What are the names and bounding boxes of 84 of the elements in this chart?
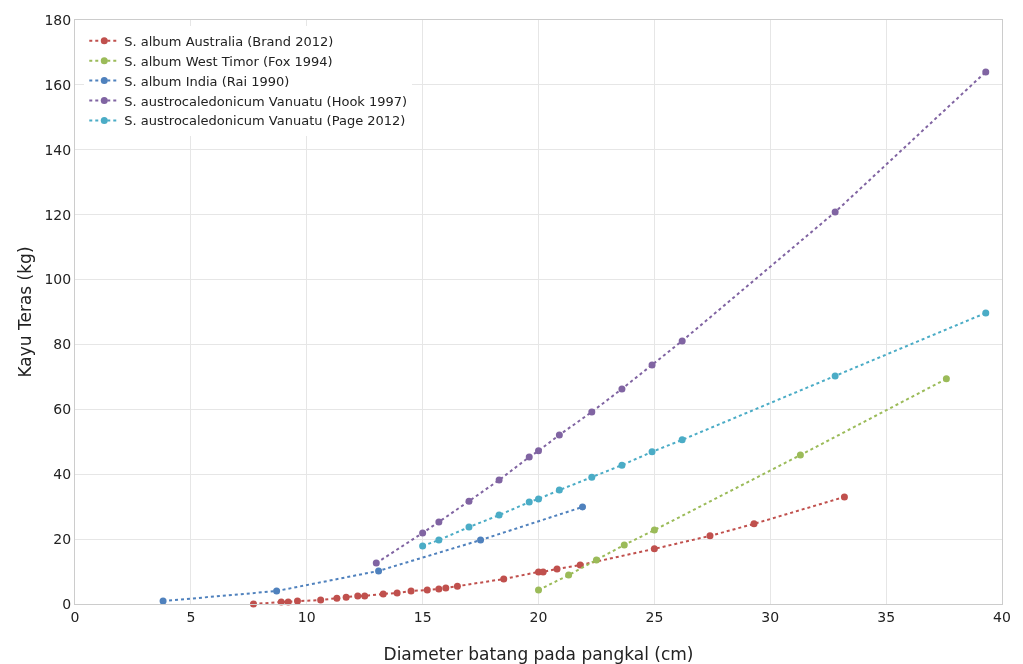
point [618, 461, 626, 469]
point [361, 592, 369, 600]
point [588, 408, 596, 416]
point [942, 375, 950, 383]
point [618, 385, 626, 393]
point [442, 584, 450, 592]
point [706, 532, 714, 540]
point [379, 590, 387, 598]
point [620, 541, 628, 549]
point [539, 568, 547, 576]
y-tick-label: 60 [53, 401, 72, 418]
y-tick-label: 140 [44, 141, 72, 158]
legend-label: S. album West Timor (Fox 1994) [124, 53, 333, 69]
point [407, 587, 415, 595]
point [650, 526, 658, 534]
point [648, 448, 656, 456]
legend-label: S. austrocaledonicum Vanuatu (Page 2012) [124, 113, 406, 129]
point [495, 511, 503, 519]
point [477, 536, 485, 544]
point [333, 594, 341, 602]
y-tick-label: 160 [44, 76, 72, 93]
point [419, 542, 427, 550]
point [840, 493, 848, 501]
point [495, 476, 503, 484]
x-tick-label: 10 [297, 608, 316, 625]
x-tick-label: 15 [413, 608, 432, 625]
x-tick-label: 20 [529, 608, 548, 625]
point [525, 453, 533, 461]
point [588, 473, 596, 481]
point [592, 556, 600, 564]
y-tick-label: 0 [62, 595, 72, 612]
point [565, 571, 573, 579]
point [555, 486, 563, 494]
y-axis-title: Kayu Teras (kg) [15, 246, 35, 378]
point [831, 372, 839, 380]
point [982, 68, 990, 76]
y-tick-label: 120 [44, 206, 72, 223]
x-tick-label: 30 [761, 608, 780, 625]
x-tick-label: 40 [993, 608, 1011, 625]
point [465, 523, 473, 531]
y-tick-label: 100 [44, 271, 72, 288]
y-tick-label: 20 [53, 531, 72, 548]
legend-label: S. austrocaledonicum Vanuatu (Hook 1997) [124, 93, 408, 109]
point [535, 447, 542, 455]
point [525, 498, 533, 506]
legend-label: S. album India (Rai 1990) [124, 73, 290, 89]
point [435, 536, 443, 544]
x-tick-label: 5 [186, 608, 196, 625]
point [535, 495, 542, 503]
point [982, 309, 990, 317]
point [650, 545, 658, 553]
point [342, 593, 350, 601]
point [372, 559, 380, 567]
point [500, 575, 508, 583]
point [293, 597, 301, 605]
point [465, 497, 473, 505]
point [423, 586, 431, 594]
point [375, 567, 383, 575]
y-tick-label: 80 [53, 336, 72, 353]
point [393, 589, 401, 597]
point [435, 585, 443, 593]
point [831, 208, 839, 216]
point [273, 587, 281, 595]
point [435, 518, 443, 526]
point [553, 565, 561, 573]
y-tick-label: 180 [44, 11, 72, 28]
point [579, 503, 587, 511]
point [354, 592, 362, 600]
point [159, 597, 167, 605]
point [678, 436, 686, 444]
point [555, 431, 563, 439]
point [419, 529, 427, 537]
point [678, 337, 686, 345]
x-tick-label: 25 [645, 608, 664, 625]
x-tick-label: 35 [877, 608, 896, 625]
point [453, 582, 461, 590]
point [317, 596, 325, 604]
x-axis-title: Diameter batang pada pangkal (cm) [383, 644, 694, 664]
point [796, 451, 804, 459]
point [535, 586, 542, 594]
y-tick-label: 40 [53, 466, 72, 483]
legend-label: S. album Australia (Brand 2012) [124, 33, 334, 49]
point [750, 520, 758, 528]
point [648, 361, 656, 369]
